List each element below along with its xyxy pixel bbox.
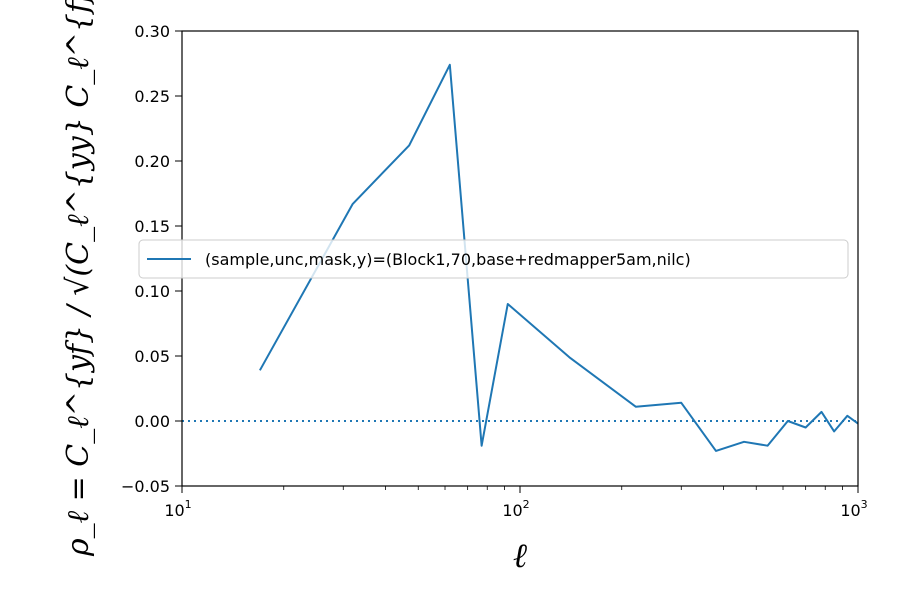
legend-label: (sample,unc,mask,y)=(Block1,70,base+redm… <box>205 250 691 269</box>
y-tick-label: −0.05 <box>121 477 170 496</box>
legend-box <box>138 239 849 279</box>
y-tick-label: 0.05 <box>134 347 170 366</box>
y-axis-label: ρ_ℓ = C_ℓ^{yf} / √(C_ℓ^{yy} C_ℓ^{ff}) <box>61 0 96 557</box>
x-tick-label: 103 <box>840 498 867 520</box>
y-tick-label: 0.15 <box>134 217 170 236</box>
y-tick-label: 0.20 <box>134 152 170 171</box>
x-tick-label: 101 <box>164 498 191 520</box>
series-line <box>259 63 859 452</box>
y-axis: −0.05 0.00 0.05 0.10 0.15 0.20 0.25 0.30 <box>121 22 182 496</box>
x-tick-label: 102 <box>502 498 529 520</box>
y-tick-label: 0.00 <box>134 412 170 431</box>
legend: (sample,unc,mask,y)=(Block1,70,base+redm… <box>138 239 849 279</box>
y-tick-label: 0.10 <box>134 282 170 301</box>
x-axis-label: ℓ <box>513 536 527 576</box>
x-axis: 101 102 103 <box>164 486 868 520</box>
y-tick-label: 0.25 <box>134 87 170 106</box>
y-tick-label: 0.30 <box>134 22 170 41</box>
y-axis-label-text: ρ_ℓ = C_ℓ^{yf} / √(C_ℓ^{yy} C_ℓ^{ff}) <box>61 0 96 557</box>
series-layer <box>182 63 859 452</box>
